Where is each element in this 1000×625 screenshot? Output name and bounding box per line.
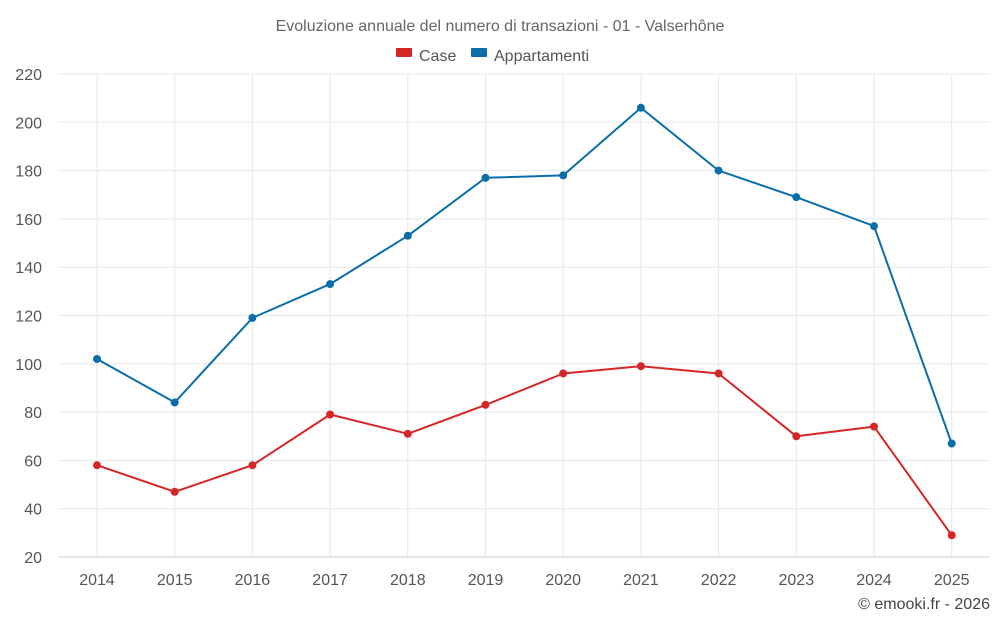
data-point-case[interactable] — [559, 369, 568, 378]
y-tick-label: 140 — [15, 260, 42, 277]
y-tick-label: 20 — [24, 550, 42, 567]
x-tick-label: 2021 — [623, 572, 659, 589]
series-line-appartamenti — [96, 106, 953, 444]
y-tick-label: 60 — [24, 453, 42, 470]
data-point-case[interactable] — [792, 432, 801, 441]
x-tick-label: 2018 — [390, 572, 426, 589]
legend-item-appartamenti[interactable]: Appartamenti — [471, 48, 589, 65]
y-tick-label: 120 — [15, 309, 42, 326]
x-tick-label: 2025 — [934, 572, 970, 589]
y-tick-label: 100 — [15, 357, 42, 374]
data-point-case[interactable] — [714, 369, 723, 378]
data-point-appartamenti[interactable] — [481, 173, 490, 182]
data-point-appartamenti[interactable] — [93, 354, 101, 363]
data-point-case[interactable] — [636, 362, 645, 371]
legend-label-case: Case — [419, 48, 456, 65]
legend-label-appartamenti: Appartamenti — [494, 48, 589, 65]
data-point-appartamenti[interactable] — [792, 193, 801, 202]
y-tick-label: 40 — [24, 502, 42, 519]
data-point-appartamenti[interactable] — [559, 171, 568, 180]
data-point-case[interactable] — [248, 461, 257, 470]
y-tick-label: 220 — [15, 67, 42, 84]
x-tick-label: 2017 — [312, 572, 348, 589]
x-tick-label: 2023 — [779, 572, 815, 589]
data-point-case[interactable] — [870, 422, 878, 431]
data-point-appartamenti[interactable] — [947, 439, 956, 448]
axes: 20 40 60 80 100 120 140 160 180 200 220 2014 2015 201… — [15, 67, 990, 589]
legend-item-case[interactable]: Case — [396, 48, 456, 65]
legend-swatch-appartamenti — [471, 48, 487, 57]
x-tick-label: 2014 — [79, 572, 115, 589]
data-point-case[interactable] — [326, 410, 335, 419]
x-tick-label: 2015 — [157, 572, 193, 589]
series-line-case — [96, 365, 953, 536]
data-point-appartamenti[interactable] — [636, 103, 645, 112]
data-point-appartamenti[interactable] — [170, 398, 179, 407]
data-point-case[interactable] — [947, 531, 956, 540]
data-point-case[interactable] — [93, 461, 101, 470]
credit-text: © emooki.fr - 2026 — [858, 596, 990, 613]
y-tick-label: 200 — [15, 115, 42, 132]
y-tick-label: 180 — [15, 164, 42, 181]
data-point-case[interactable] — [403, 429, 412, 438]
data-point-case[interactable] — [170, 487, 179, 496]
chart-title: Evoluzione annuale del numero di transaz… — [276, 18, 725, 35]
legend-swatch-case — [396, 48, 412, 57]
legend[interactable]: Case Appartamenti — [396, 48, 589, 65]
data-point-appartamenti[interactable] — [403, 231, 412, 240]
y-tick-label: 80 — [24, 405, 42, 422]
x-tick-label: 2024 — [856, 572, 892, 589]
x-tick-label: 2019 — [468, 572, 504, 589]
data-point-case[interactable] — [481, 400, 490, 409]
data-point-appartamenti[interactable] — [326, 280, 335, 289]
series — [93, 103, 956, 540]
x-tick-label: 2016 — [235, 572, 271, 589]
data-point-appartamenti[interactable] — [870, 222, 878, 231]
y-tick-label: 160 — [15, 212, 42, 229]
data-point-appartamenti[interactable] — [714, 166, 723, 175]
x-tick-label: 2022 — [701, 572, 737, 589]
x-tick-label: 2020 — [545, 572, 581, 589]
data-point-appartamenti[interactable] — [248, 313, 257, 322]
